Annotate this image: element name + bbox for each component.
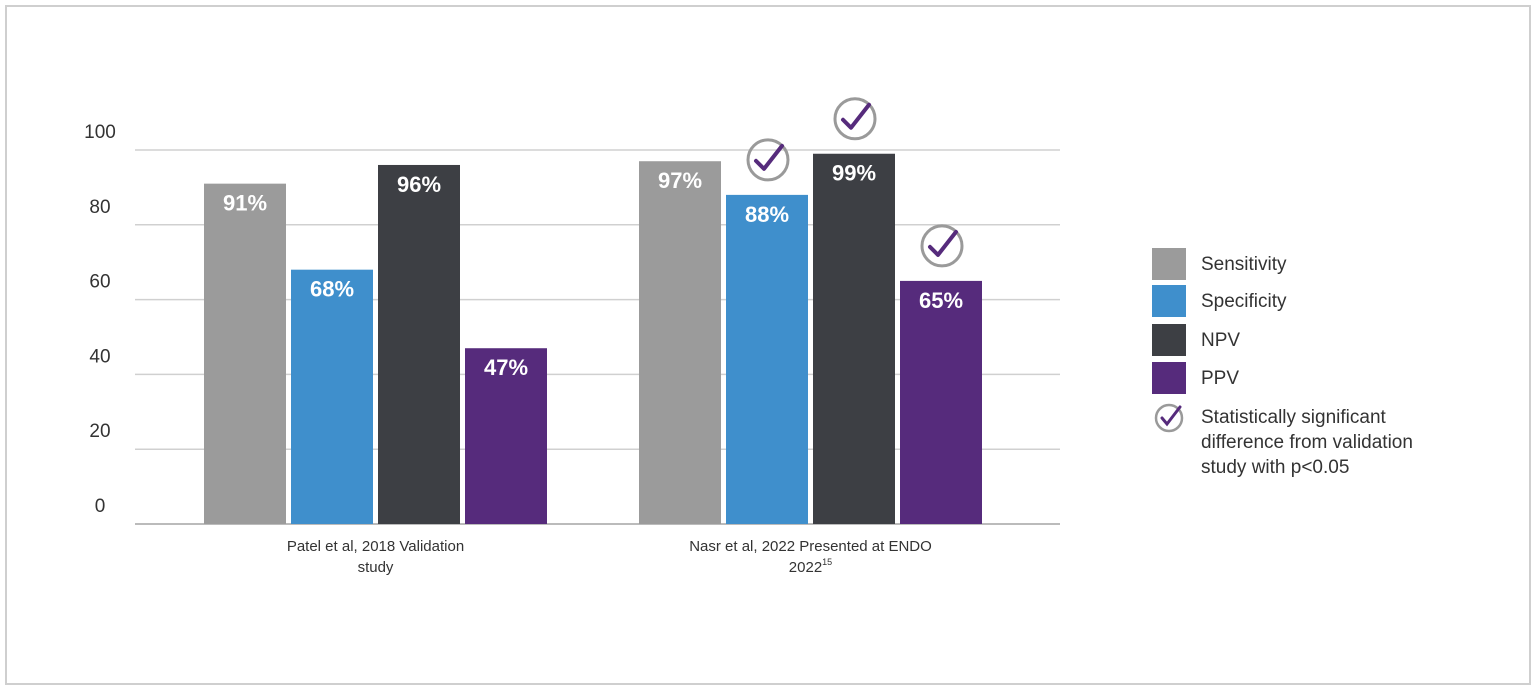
legend-swatch — [1152, 248, 1186, 280]
bar-specificity — [726, 194, 808, 524]
legend-label: PPV — [1201, 368, 1239, 389]
data-label: 65% — [919, 288, 963, 313]
data-label: 97% — [658, 168, 702, 193]
x-category-label: study — [358, 559, 394, 576]
check-mark — [928, 229, 958, 257]
legend-label: Specificity — [1201, 291, 1287, 312]
legend-label: Statistically significant — [1201, 407, 1387, 428]
chart-frame — [5, 5, 1531, 685]
significance-check-icon — [746, 138, 790, 182]
bar-ppv — [900, 280, 982, 524]
significance-check-icon — [920, 224, 964, 268]
bar-npv — [378, 164, 460, 524]
legend-swatch — [1152, 362, 1186, 394]
x-category-label: 202215 — [789, 557, 832, 576]
bar-sensitivity — [639, 161, 721, 524]
bar-sensitivity — [204, 183, 286, 524]
y-tick-label: 40 — [89, 346, 110, 367]
y-tick-label: 20 — [89, 421, 110, 442]
data-label: 96% — [397, 172, 441, 197]
bar-npv — [813, 153, 895, 525]
check-mark — [754, 143, 784, 171]
y-tick-label: 0 — [95, 496, 106, 517]
data-label: 88% — [745, 202, 789, 227]
y-tick-label: 100 — [84, 122, 116, 143]
data-label: 99% — [832, 161, 876, 186]
x-category-label: Nasr et al, 2022 Presented at ENDO — [689, 538, 932, 555]
significance-check-icon — [833, 97, 877, 141]
legend-swatch — [1152, 285, 1186, 317]
legend-label: study with p<0.05 — [1201, 457, 1349, 478]
legend-label: NPV — [1201, 330, 1240, 351]
data-label: 91% — [223, 191, 267, 216]
check-mark — [841, 102, 871, 130]
legend-swatch — [1152, 324, 1186, 356]
legend-check-icon — [1154, 403, 1184, 433]
legend-check-mark — [1160, 405, 1182, 427]
x-category-label: Patel et al, 2018 Validation — [287, 538, 464, 555]
bar-specificity — [291, 269, 373, 524]
legend-label: Sensitivity — [1201, 254, 1287, 275]
data-label: 68% — [310, 277, 354, 302]
y-tick-label: 60 — [89, 272, 110, 293]
data-label: 47% — [484, 355, 528, 380]
legend-label: difference from validation — [1201, 432, 1413, 453]
bar-ppv — [465, 348, 547, 524]
y-tick-label: 80 — [89, 197, 110, 218]
